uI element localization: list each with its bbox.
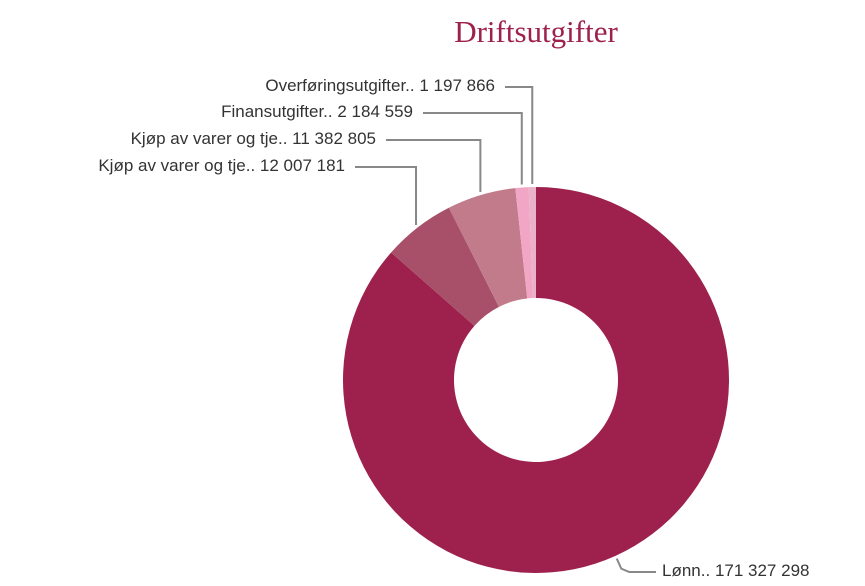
leader-line (505, 86, 534, 185)
slice-label: Overføringsutgifter.. 1 197 866 (265, 76, 495, 95)
slice-value: 12 007 181 (260, 156, 345, 175)
donut-slice (391, 207, 499, 326)
leader-line (615, 558, 656, 573)
donut-slice (448, 188, 528, 307)
donut-slice (342, 187, 729, 573)
slice-value: 2 184 559 (337, 102, 413, 121)
donut-slice (528, 187, 536, 299)
donut-slice (515, 187, 533, 299)
slice-value: 1 197 866 (419, 76, 495, 95)
leader-line (386, 139, 482, 193)
slice-label: Finansutgifter.. 2 184 559 (221, 102, 413, 121)
slice-category: Kjøp av varer og tje.. (131, 129, 288, 148)
leader-line (423, 112, 523, 185)
slice-value: 171 327 298 (715, 561, 810, 580)
slice-value: 11 382 805 (292, 129, 376, 148)
leader-line (355, 166, 418, 226)
slice-label: Kjøp av varer og tje.. 11 382 805 (131, 129, 376, 148)
slice-category: Kjøp av varer og tje.. (98, 156, 255, 175)
slice-label: Kjøp av varer og tje.. 12 007 181 (98, 156, 345, 175)
slice-label: Lønn.. 171 327 298 (662, 561, 809, 580)
slice-category: Finansutgifter.. (221, 102, 333, 121)
slice-category: Overføringsutgifter.. (265, 76, 414, 95)
slice-category: Lønn.. (662, 561, 710, 580)
chart-title: Driftsutgifter (454, 14, 618, 49)
